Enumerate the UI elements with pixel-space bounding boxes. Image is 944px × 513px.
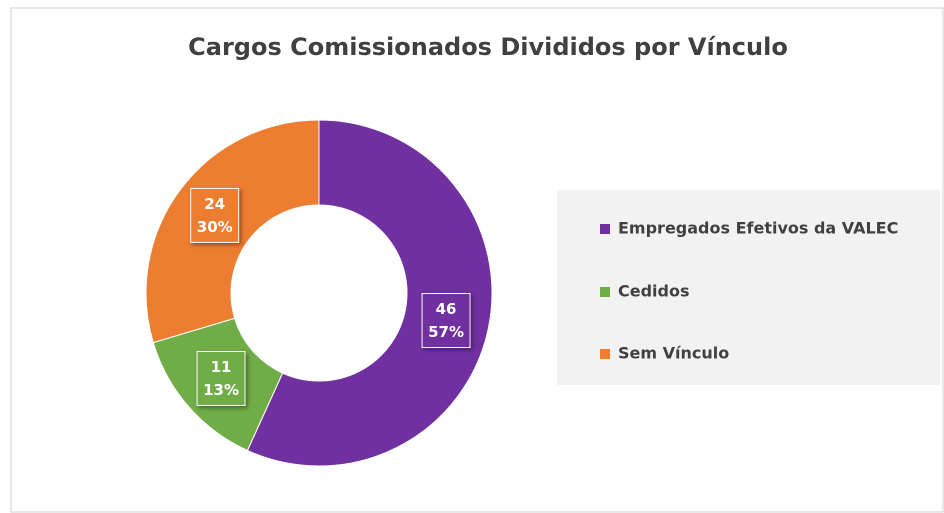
donut-slice: [246, 119, 493, 467]
data-label-value: 11: [211, 358, 232, 376]
legend-swatch: [600, 287, 610, 297]
legend-label: Empregados Efetivos da VALEC: [618, 219, 898, 238]
legend-label: Sem Vínculo: [618, 344, 729, 363]
data-label-box: [421, 293, 471, 349]
chart-title: Cargos Comissionados Divididos por Víncu…: [188, 33, 788, 61]
legend-swatch: [600, 349, 610, 359]
legend-box: [557, 190, 940, 385]
data-label-percent: 30%: [197, 218, 233, 236]
data-label-box: [190, 187, 240, 243]
data-label-percent: 57%: [428, 323, 464, 341]
data-label-value: 24: [204, 195, 225, 213]
legend-label: Cedidos: [618, 282, 690, 301]
data-label-percent: 13%: [203, 381, 239, 399]
data-label-box: [196, 350, 246, 406]
legend-swatch: [600, 224, 610, 234]
data-label-value: 46: [436, 300, 457, 318]
